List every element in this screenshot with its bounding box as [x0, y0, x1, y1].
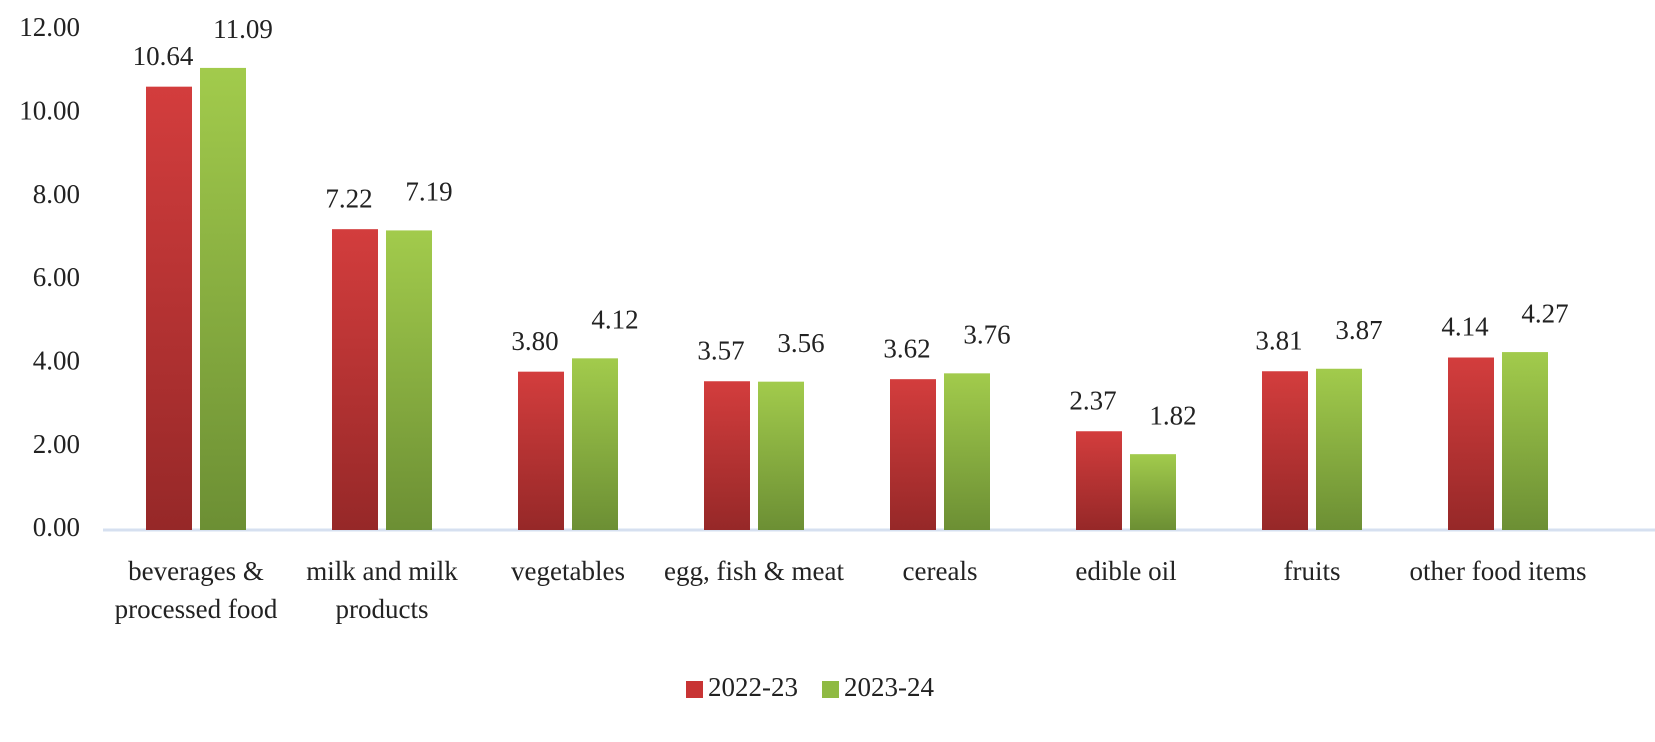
- bar: [944, 373, 990, 530]
- bar: [1076, 431, 1122, 530]
- y-tick-label: 8.00: [33, 179, 80, 209]
- y-tick-label: 10.00: [19, 96, 80, 126]
- bar: [890, 379, 936, 530]
- data-label: 4.12: [591, 305, 638, 335]
- data-label: 7.22: [325, 183, 372, 213]
- x-tick-label: beverages & processed food: [114, 556, 278, 624]
- legend-swatch: [822, 681, 839, 698]
- x-tick-label: milk and milk products: [306, 556, 458, 624]
- y-tick-label: 6.00: [33, 262, 80, 292]
- bar: [1262, 371, 1308, 530]
- data-label: 4.27: [1521, 298, 1568, 328]
- bar: [146, 86, 192, 531]
- data-label: 3.80: [511, 326, 558, 356]
- x-tick-label: cereals: [902, 556, 978, 586]
- bar: [758, 381, 804, 530]
- x-tick-label: other food items: [1409, 556, 1587, 586]
- data-label: 3.62: [883, 333, 930, 363]
- bar: [200, 67, 246, 531]
- x-tick-label: edible oil: [1075, 556, 1177, 586]
- data-label: 2.37: [1069, 385, 1116, 415]
- bar: [572, 358, 618, 530]
- bar: [1502, 352, 1548, 530]
- bar: [386, 230, 432, 530]
- data-label: 3.87: [1335, 315, 1382, 345]
- x-tick-label: fruits: [1283, 556, 1341, 586]
- bar: [1316, 368, 1362, 530]
- data-label: 4.14: [1441, 312, 1489, 342]
- legend-label: 2023-24: [844, 672, 934, 702]
- data-label: 3.76: [963, 320, 1010, 350]
- y-tick-label: 4.00: [33, 346, 80, 376]
- bar: [1448, 357, 1494, 530]
- bar: [1130, 454, 1176, 530]
- x-tick-label: vegetables: [511, 556, 625, 586]
- bar: [332, 229, 378, 530]
- bar: [518, 371, 564, 530]
- data-label: 7.19: [405, 177, 452, 207]
- y-tick-label: 12.00: [19, 12, 80, 42]
- bar: [704, 381, 750, 530]
- y-tick-label: 0.00: [33, 512, 80, 542]
- data-label: 11.09: [213, 14, 273, 44]
- data-label: 3.57: [697, 335, 744, 365]
- x-tick-label: egg, fish & meat: [664, 556, 844, 586]
- data-label: 3.81: [1255, 325, 1302, 355]
- legend-swatch: [686, 681, 703, 698]
- legend-label: 2022-23: [708, 672, 798, 702]
- y-tick-label: 2.00: [33, 429, 80, 459]
- data-label: 10.64: [133, 41, 194, 71]
- data-label: 3.56: [777, 328, 824, 358]
- data-label: 1.82: [1149, 400, 1196, 430]
